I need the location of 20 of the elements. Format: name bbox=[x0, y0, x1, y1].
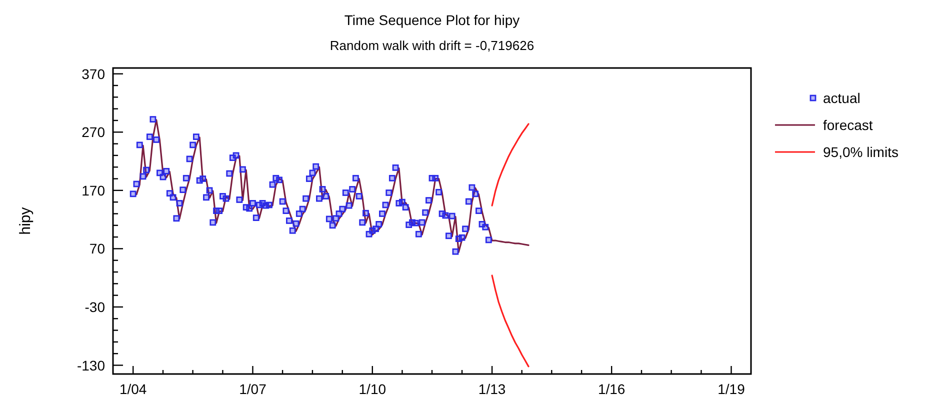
x-tick-label: 1/13 bbox=[478, 381, 506, 397]
y-tick-label: -130 bbox=[76, 357, 106, 374]
x-tick-label: 1/19 bbox=[718, 381, 746, 397]
y-tick-label: 370 bbox=[82, 66, 106, 82]
chart-title: Time Sequence Plot for hipy bbox=[344, 12, 520, 28]
line-series bbox=[491, 123, 530, 206]
x-tick-label: 1/16 bbox=[598, 381, 626, 397]
y-tick-label: 270 bbox=[82, 124, 106, 140]
y-tick-label: 70 bbox=[89, 240, 106, 257]
legend-label: actual bbox=[823, 90, 860, 106]
y-tick-label: 170 bbox=[82, 182, 106, 198]
y-tick-label: -30 bbox=[84, 298, 106, 315]
y-axis-title: hipy bbox=[17, 206, 34, 235]
chart-subtitle: Random walk with drift = -0,719626 bbox=[330, 38, 534, 53]
legend-label: 95,0% limits bbox=[823, 144, 898, 160]
x-tick-label: 1/10 bbox=[358, 381, 386, 397]
x-tick-label: 1/07 bbox=[239, 381, 267, 397]
x-tick-label: 1/04 bbox=[119, 381, 147, 397]
legend-label: forecast bbox=[823, 117, 873, 133]
line-series bbox=[491, 274, 530, 368]
